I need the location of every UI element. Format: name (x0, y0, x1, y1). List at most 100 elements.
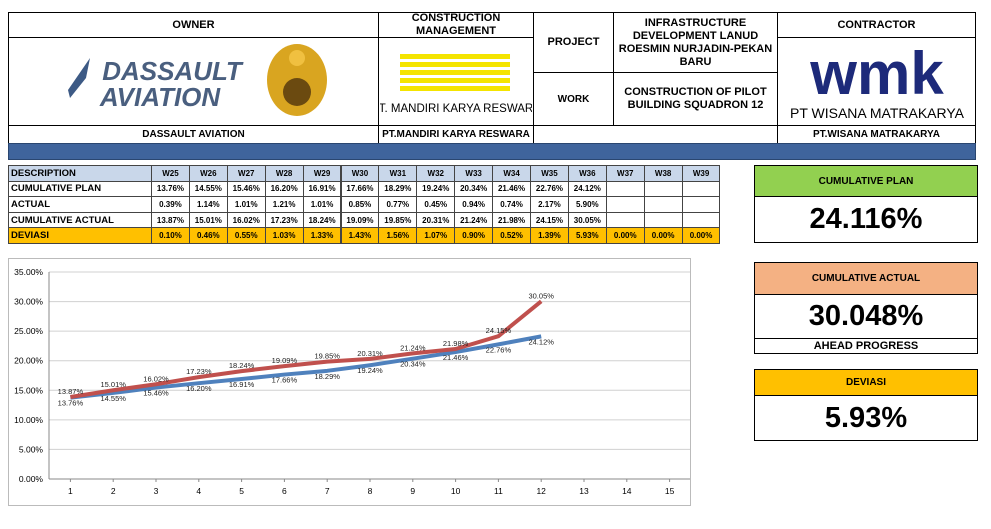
table-cell: 16.02% (226, 211, 266, 229)
column-header: W38 (643, 165, 683, 182)
x-tick-label: 7 (325, 486, 330, 496)
data-label: 18.24% (229, 361, 255, 370)
x-tick-label: 8 (368, 486, 373, 496)
table-cell: 30.05% (567, 211, 607, 229)
table-cell: 0.46% (188, 227, 228, 244)
data-label: 13.87% (58, 387, 84, 396)
table-cell: 1.43% (340, 227, 380, 244)
data-label: 13.76% (58, 399, 84, 408)
table-cell: 0.55% (226, 227, 266, 244)
table-cell: 0.52% (492, 227, 531, 244)
data-label: 24.12% (528, 337, 554, 346)
y-tick-label: 10.00% (14, 415, 43, 425)
table-cell (605, 211, 645, 229)
table-cell: 17.66% (340, 180, 380, 198)
cm-logo: PT. MANDIRI KARYA RESWARA (380, 54, 532, 115)
table-cell: 19.24% (416, 180, 456, 198)
table-cell: 5.93% (567, 227, 607, 244)
table-cell: 0.00% (681, 227, 721, 244)
data-label: 15.46% (143, 389, 169, 398)
wmk-text: PT WISANA MATRAKARYA (790, 105, 965, 121)
table-cell: 14.55% (188, 180, 228, 198)
kpi-value: 5.93% (754, 395, 978, 441)
table-cell: 0.90% (454, 227, 494, 244)
data-label: 19.85% (314, 352, 340, 361)
table-cell: 0.85% (340, 196, 380, 213)
table-cell: 20.31% (416, 211, 456, 229)
kpi-title: CUMULATIVE ACTUAL (754, 262, 978, 295)
x-tick-label: 3 (154, 486, 159, 496)
x-tick-label: 14 (622, 486, 632, 496)
table-cell: 1.33% (302, 227, 342, 244)
table-cell: 22.76% (530, 180, 569, 198)
emblem-center (283, 78, 311, 106)
table-cell: 1.01% (302, 196, 342, 213)
column-header: W33 (454, 165, 494, 182)
column-header: W36 (567, 165, 607, 182)
table-cell: 21.46% (492, 180, 531, 198)
data-label: 17.23% (186, 367, 212, 376)
data-label: 20.31% (357, 349, 383, 358)
column-header: W29 (302, 165, 342, 182)
x-tick-label: 10 (451, 486, 461, 496)
table-cell: 0.45% (416, 196, 456, 213)
data-label: 20.34% (400, 360, 426, 369)
cm-logo-bars (400, 54, 510, 91)
table-cell: 2.17% (530, 196, 569, 213)
data-label: 21.24% (400, 343, 426, 352)
table-cell: 0.74% (492, 196, 531, 213)
table-cell: 19.09% (340, 211, 380, 229)
contractor-logo: wmk PT WISANA MATRAKARYA (790, 40, 965, 121)
row-label: CUMULATIVE PLAN (8, 180, 152, 198)
project-text: INFRASTRUCTURE DEVELOPMENT LANUD ROESMIN… (613, 12, 778, 73)
data-label: 19.09% (272, 356, 298, 365)
emblem-star (289, 50, 305, 66)
table-cell: 0.39% (151, 196, 190, 213)
x-tick-label: 6 (282, 486, 287, 496)
data-label: 18.29% (314, 372, 340, 381)
column-header: W35 (530, 165, 569, 182)
column-header: W37 (605, 165, 645, 182)
table-cell: 1.01% (226, 196, 266, 213)
table-cell: 13.76% (151, 180, 190, 198)
column-header: W32 (416, 165, 456, 182)
y-tick-label: 35.00% (14, 267, 43, 277)
data-label: 16.91% (229, 380, 255, 389)
contractor-name: PT.WISANA MATRAKARYA (777, 125, 976, 144)
work-text: CONSTRUCTION OF PILOT BUILDING SQUADRON … (613, 72, 778, 126)
column-header: W25 (151, 165, 190, 182)
table-cell: 16.91% (302, 180, 342, 198)
table-cell: 0.94% (454, 196, 494, 213)
table-cell: 15.01% (188, 211, 228, 229)
table-cell: 21.24% (454, 211, 494, 229)
column-header: W31 (378, 165, 418, 182)
cm-logo-text: PT. MANDIRI KARYA RESWARA (380, 103, 532, 115)
x-tick-label: 9 (410, 486, 415, 496)
data-label: 22.76% (486, 345, 512, 354)
logo-shape (68, 58, 90, 98)
table-cell (643, 196, 683, 213)
table-cell: 0.00% (643, 227, 683, 244)
x-tick-label: 15 (665, 486, 675, 496)
project-label: PROJECT (533, 12, 614, 73)
table-cell: 18.24% (302, 211, 342, 229)
kpi-value: 24.116% (754, 196, 978, 243)
data-label: 24.15% (486, 326, 512, 335)
column-header: W30 (340, 165, 380, 182)
table-cell: 0.00% (605, 227, 645, 244)
data-label: 30.05% (528, 291, 554, 300)
x-tick-label: 11 (494, 486, 503, 496)
table-cell (605, 180, 645, 198)
table-cell: 17.23% (264, 211, 304, 229)
table-cell: 13.87% (151, 211, 190, 229)
x-tick-label: 12 (536, 486, 546, 496)
table-cell: 1.56% (378, 227, 418, 244)
column-header: W34 (492, 165, 531, 182)
table-cell: 15.46% (226, 180, 266, 198)
table-cell (605, 196, 645, 213)
wmk-mark: wmk (809, 40, 944, 107)
y-tick-label: 0.00% (19, 474, 44, 484)
blank-cell (533, 125, 778, 144)
column-header: W26 (188, 165, 228, 182)
column-header: W27 (226, 165, 266, 182)
